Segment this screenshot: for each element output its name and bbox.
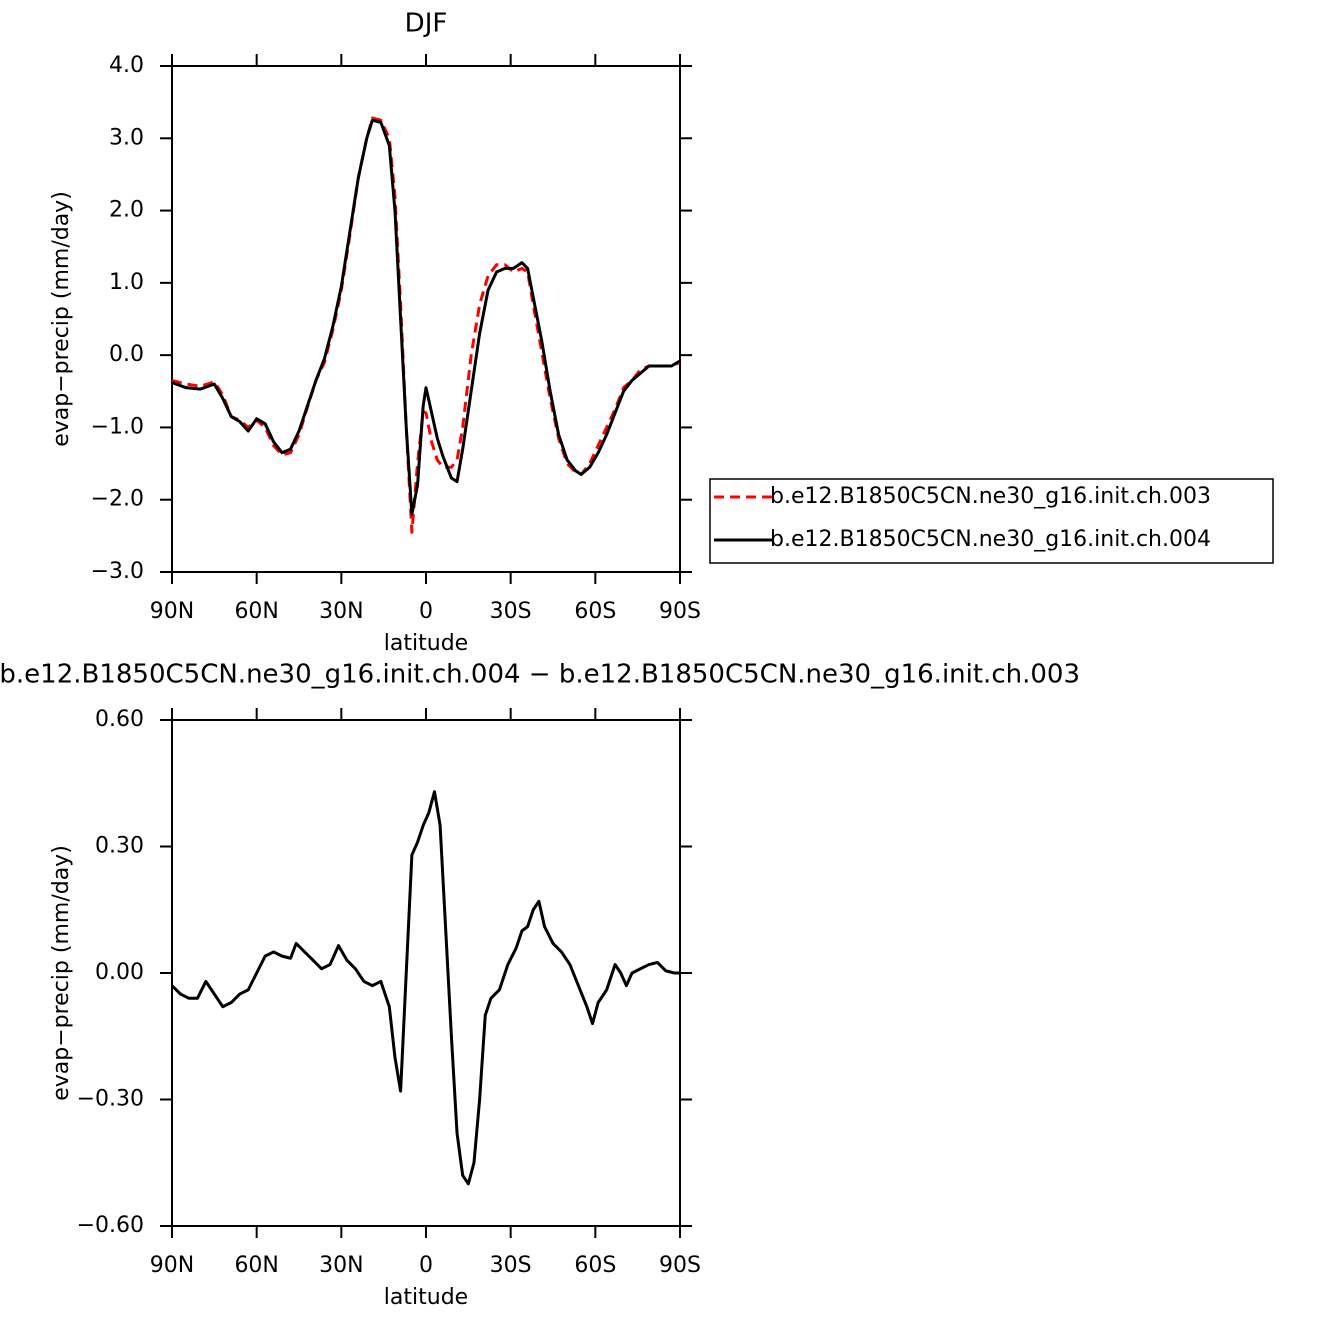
y-tick-label: −0.30 — [77, 1087, 144, 1112]
x-tick-label: 30N — [319, 1253, 363, 1278]
x-tick-label: 30S — [490, 1253, 532, 1278]
x-tick-label: 90S — [659, 599, 701, 624]
y-tick-label: −1.0 — [91, 414, 144, 439]
legend-label: b.e12.B1850C5CN.ne30_g16.init.ch.004 — [770, 527, 1211, 552]
plot-frame — [171, 65, 681, 573]
plot-frame — [171, 719, 681, 1227]
series-line — [171, 118, 681, 516]
x-tick-label: 60S — [574, 599, 616, 624]
y-tick-label: 2.0 — [109, 198, 144, 223]
x-tick-label: 90S — [659, 1253, 701, 1278]
legend-label: b.e12.B1850C5CN.ne30_g16.init.ch.003 — [770, 484, 1211, 509]
y-tick-label: 0.30 — [95, 834, 144, 859]
x-tick-label: 0 — [419, 599, 433, 624]
y-axis-label: evap−precip (mm/day) — [49, 191, 74, 447]
y-tick-label: −2.0 — [91, 487, 144, 512]
x-tick-label: 60S — [574, 1253, 616, 1278]
y-tick-label: 0.00 — [95, 960, 144, 985]
y-tick-label: 1.0 — [109, 270, 144, 295]
x-axis-label: latitude — [384, 1285, 468, 1310]
x-tick-label: 0 — [419, 1253, 433, 1278]
x-axis-label: latitude — [384, 631, 468, 656]
legend-box — [709, 478, 1274, 564]
y-tick-label: −0.60 — [77, 1213, 144, 1238]
x-tick-label: 60N — [234, 1253, 278, 1278]
x-tick-label: 30S — [490, 599, 532, 624]
y-tick-label: −3.0 — [91, 559, 144, 584]
x-tick-label: 90N — [150, 599, 194, 624]
y-axis-label: evap−precip (mm/day) — [49, 845, 74, 1101]
series-line — [170, 790, 680, 1186]
y-tick-label: 3.0 — [109, 125, 144, 150]
y-tick-label: 0.0 — [109, 342, 144, 367]
series-line — [171, 116, 681, 534]
chart-title: b.e12.B1850C5CN.ne30_g16.init.ch.004 − b… — [0, 660, 1080, 690]
x-tick-label: 60N — [234, 599, 278, 624]
chart-title: DJF — [405, 9, 448, 39]
y-tick-label: 4.0 — [109, 53, 144, 78]
x-tick-label: 30N — [319, 599, 363, 624]
y-tick-label: 0.60 — [95, 707, 144, 732]
x-tick-label: 90N — [150, 1253, 194, 1278]
